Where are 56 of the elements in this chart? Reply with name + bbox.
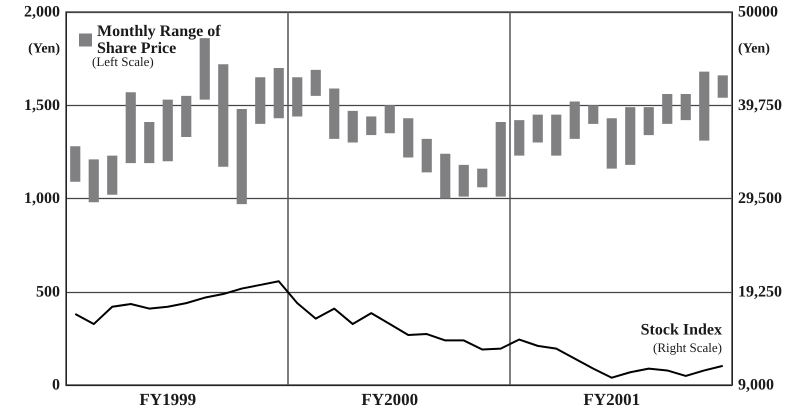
annotation: (Right Scale) [653,340,722,355]
bar [348,110,358,143]
bar [606,118,617,169]
y-tick-label: 2,000 [24,4,60,20]
y-tick-label: 1,000 [24,190,60,207]
bar [477,168,488,188]
bar [384,105,395,134]
x-tick-label: FY2000 [361,390,418,409]
bar [644,107,654,136]
y2-tick-label: 9,000 [738,376,774,394]
bar [366,116,376,136]
bar [274,68,284,118]
annotation: (Left Scale) [92,54,154,69]
bar [680,94,691,120]
bar [181,96,192,137]
bar [458,164,469,197]
bar [236,108,247,204]
bar [403,118,414,158]
bar [588,105,598,124]
bar [144,122,154,164]
y2-tick-label: 19,250 [738,283,782,300]
bar [551,114,562,156]
bar [200,38,210,100]
bar [532,114,543,143]
bar [218,64,228,167]
bar [255,77,266,124]
bar [496,122,506,197]
y2-tick-label: 39,750 [738,96,782,114]
bar [699,72,710,141]
y-tick-label: 1,500 [24,96,60,114]
y-tick-label: 0 [52,376,60,394]
y2-tick-label: 50000 [738,4,778,20]
bar [570,102,580,139]
bar [329,88,340,139]
bar [662,94,672,124]
y2-tick-label: 29,500 [738,190,782,207]
x-tick-label: FY1999 [139,390,196,409]
bar [107,156,118,195]
series-label: Stock Index [640,322,722,338]
y2-axis-title: (Yen) [738,42,770,56]
bar [718,75,728,98]
line-series [74,280,724,379]
bar [70,146,80,182]
bar [514,120,524,156]
y-tick-label: 500 [36,283,60,300]
legend-label: Monthly Range of Share Price [97,23,225,57]
bar [88,159,99,202]
bar [162,100,173,162]
x-tick-label: FY2001 [583,390,640,409]
bar [292,77,302,116]
bar [440,154,450,198]
bar [310,70,321,96]
y-axis-title: (Yen) [28,42,60,56]
bar [126,92,136,164]
bar [625,107,636,165]
bar [422,138,432,172]
